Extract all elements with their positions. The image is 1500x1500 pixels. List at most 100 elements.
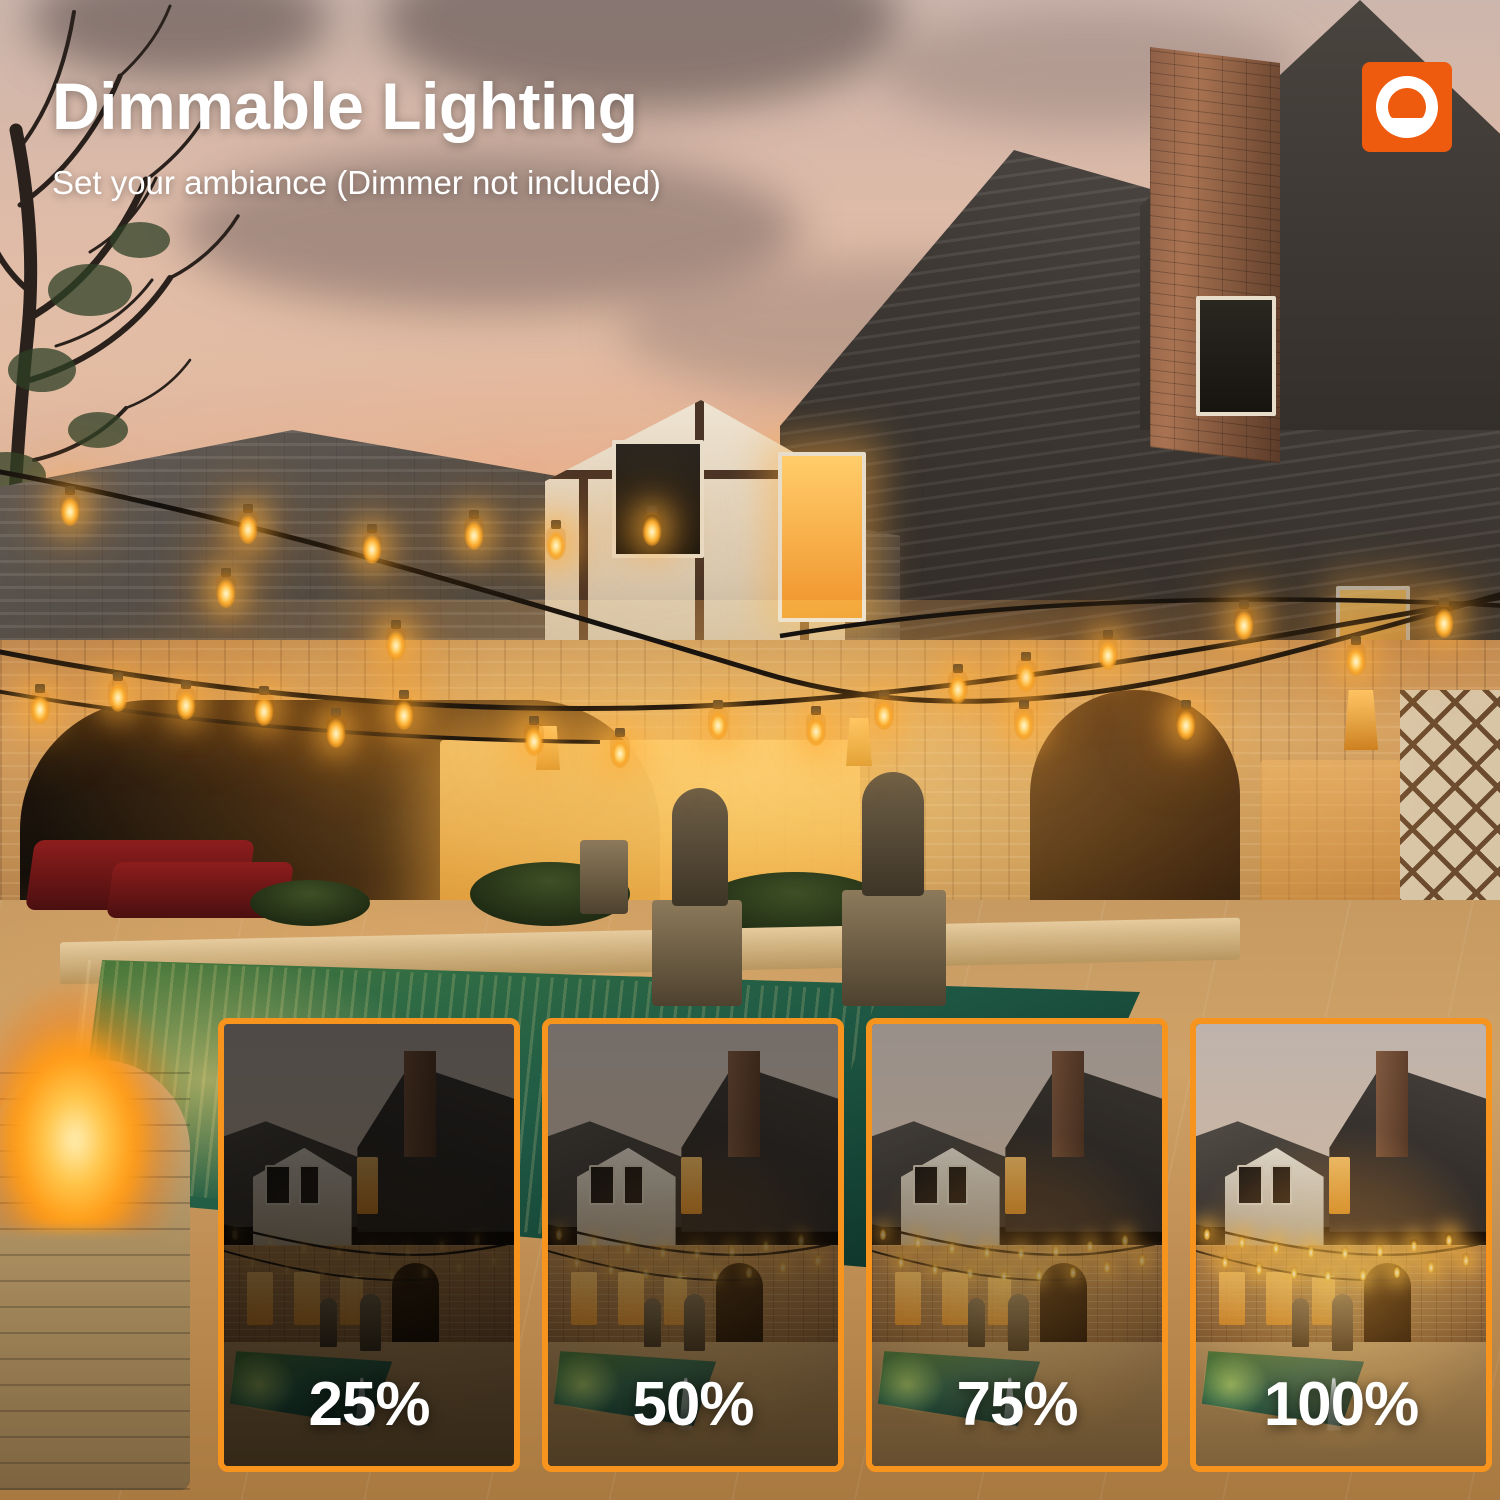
thumb-edison-bulb [1410, 1239, 1418, 1253]
thumb-edison-bulb [1203, 1227, 1211, 1241]
thumb-edison-bulb [1341, 1245, 1349, 1259]
thumb-edison-bulb [1290, 1266, 1298, 1280]
thumb-edison-bulb [352, 1269, 360, 1283]
thumb-edison-bulb [1255, 1261, 1263, 1275]
fire-flame [0, 930, 190, 1230]
banner-text-block: Dimmable Lighting Set your ambiance (Dim… [52, 68, 661, 202]
thumb-edison-bulb [1138, 1252, 1146, 1266]
thumb-window-lit [941, 1271, 968, 1325]
thumbnail-scene [1196, 1024, 1486, 1466]
thumb-edison-bulb [231, 1227, 239, 1241]
thumb-string-lights [1196, 1024, 1486, 1466]
thumb-edison-bulb [335, 1245, 343, 1258]
thumb-chimney [1375, 1050, 1408, 1157]
thumb-edison-bulb [590, 1235, 598, 1249]
wall-sconce [1344, 690, 1378, 750]
urn-plinth [580, 840, 628, 914]
thumb-window-lit [681, 1156, 702, 1215]
dimming-level-label-50: 50% [632, 1370, 754, 1439]
thumb-edison-bulb [1121, 1233, 1129, 1247]
thumb-edison-bulb [1427, 1259, 1435, 1273]
thumb-edison-bulb [249, 1254, 257, 1268]
thumb-window-lit [571, 1271, 598, 1325]
thumb-edison-bulb [814, 1252, 822, 1266]
thumb-window-lit [664, 1275, 688, 1325]
thumb-edison-bulb [1000, 1269, 1008, 1283]
thumb-edison-bulb [1069, 1265, 1077, 1279]
thumb-edison-bulb [897, 1254, 905, 1268]
dimming-level-label-100: 100% [1263, 1370, 1420, 1439]
window-lit [778, 452, 866, 622]
thumb-edison-bulb [266, 1235, 274, 1249]
thumb-edison-bulb [455, 1259, 463, 1273]
thumb-edison-bulb [879, 1227, 887, 1241]
thumb-edison-bulb [711, 1268, 719, 1282]
thumb-edison-bulb [283, 1261, 291, 1275]
thumb-edison-bulb [1462, 1252, 1470, 1266]
thumb-edison-bulb [1445, 1233, 1453, 1247]
thumb-statue [1291, 1298, 1310, 1347]
thumb-edison-bulb [607, 1261, 615, 1275]
thumb-arch [1040, 1262, 1087, 1352]
thumb-chimney [1051, 1050, 1084, 1157]
thumb-window-lit [1005, 1156, 1026, 1215]
thumb-statue [1332, 1293, 1353, 1352]
thumb-edison-bulb [1086, 1239, 1094, 1253]
thumb-edison-bulb [573, 1254, 581, 1268]
thumb-window-dark [947, 1165, 968, 1206]
thumb-window-dark [912, 1165, 939, 1206]
cloud [180, 150, 800, 310]
dimming-level-thumbnail-25[interactable]: 25% [218, 1018, 520, 1472]
thumb-edison-bulb [1393, 1265, 1401, 1279]
thumb-edison-bulb [421, 1265, 429, 1279]
thumb-edison-bulb [387, 1268, 395, 1282]
dimming-level-thumbnail-strip: 25% [218, 1018, 1492, 1472]
thumb-edison-bulb [1376, 1244, 1384, 1258]
thumb-edison-bulb [1307, 1245, 1315, 1258]
thumb-edison-bulb [642, 1266, 650, 1280]
thumb-arch [1364, 1262, 1411, 1352]
thumb-edison-bulb [745, 1265, 753, 1279]
page-subtitle: Set your ambiance (Dimmer not included) [52, 164, 661, 201]
thumb-edison-bulb [1238, 1235, 1246, 1249]
thumb-statue [684, 1293, 705, 1352]
dimming-level-thumbnail-100[interactable]: 100% [1190, 1018, 1492, 1472]
thumb-edison-bulb [624, 1241, 632, 1255]
page-title: Dimmable Lighting [52, 69, 638, 143]
thumb-string-lights [872, 1024, 1162, 1466]
thumb-window-dark [623, 1165, 644, 1206]
thumb-statue [643, 1298, 662, 1347]
thumb-window-lit [895, 1271, 922, 1325]
thumb-edison-bulb [676, 1269, 684, 1283]
thumb-window-lit [1312, 1275, 1336, 1325]
thumb-edison-bulb [1221, 1254, 1229, 1268]
thumb-edison-bulb [931, 1261, 939, 1275]
dimming-level-label-75: 75% [956, 1370, 1078, 1439]
brand-logo-badge [1362, 62, 1452, 152]
thumb-window-dark [1271, 1165, 1292, 1206]
statue-plinth [842, 890, 946, 1006]
dimming-level-label-25: 25% [308, 1370, 430, 1439]
thumb-edison-bulb [1103, 1259, 1111, 1273]
thumb-edison-bulb [1272, 1241, 1280, 1255]
thumb-window-dark [588, 1165, 615, 1206]
thumb-edison-bulb [762, 1239, 770, 1253]
thumb-window-lit [1329, 1156, 1350, 1215]
thumb-edison-bulb [369, 1245, 377, 1259]
dimming-level-thumbnail-50[interactable]: 50% [542, 1018, 844, 1472]
thumb-string-lights [548, 1024, 838, 1466]
thumb-edison-bulb [948, 1241, 956, 1255]
window-dark [612, 440, 704, 558]
garden-statue [862, 772, 924, 896]
statue-plinth [652, 900, 742, 1006]
dimming-level-thumbnail-75[interactable]: 75% [866, 1018, 1168, 1472]
thumb-edison-bulb [1035, 1268, 1043, 1282]
thumb-edison-bulb [318, 1266, 326, 1280]
thumb-edison-bulb [300, 1241, 308, 1255]
wall-sconce [846, 718, 872, 766]
thumb-edison-bulb [555, 1227, 563, 1241]
thumb-edison-bulb [728, 1244, 736, 1258]
thumb-window-lit [988, 1275, 1012, 1325]
garden-statue [672, 788, 728, 906]
